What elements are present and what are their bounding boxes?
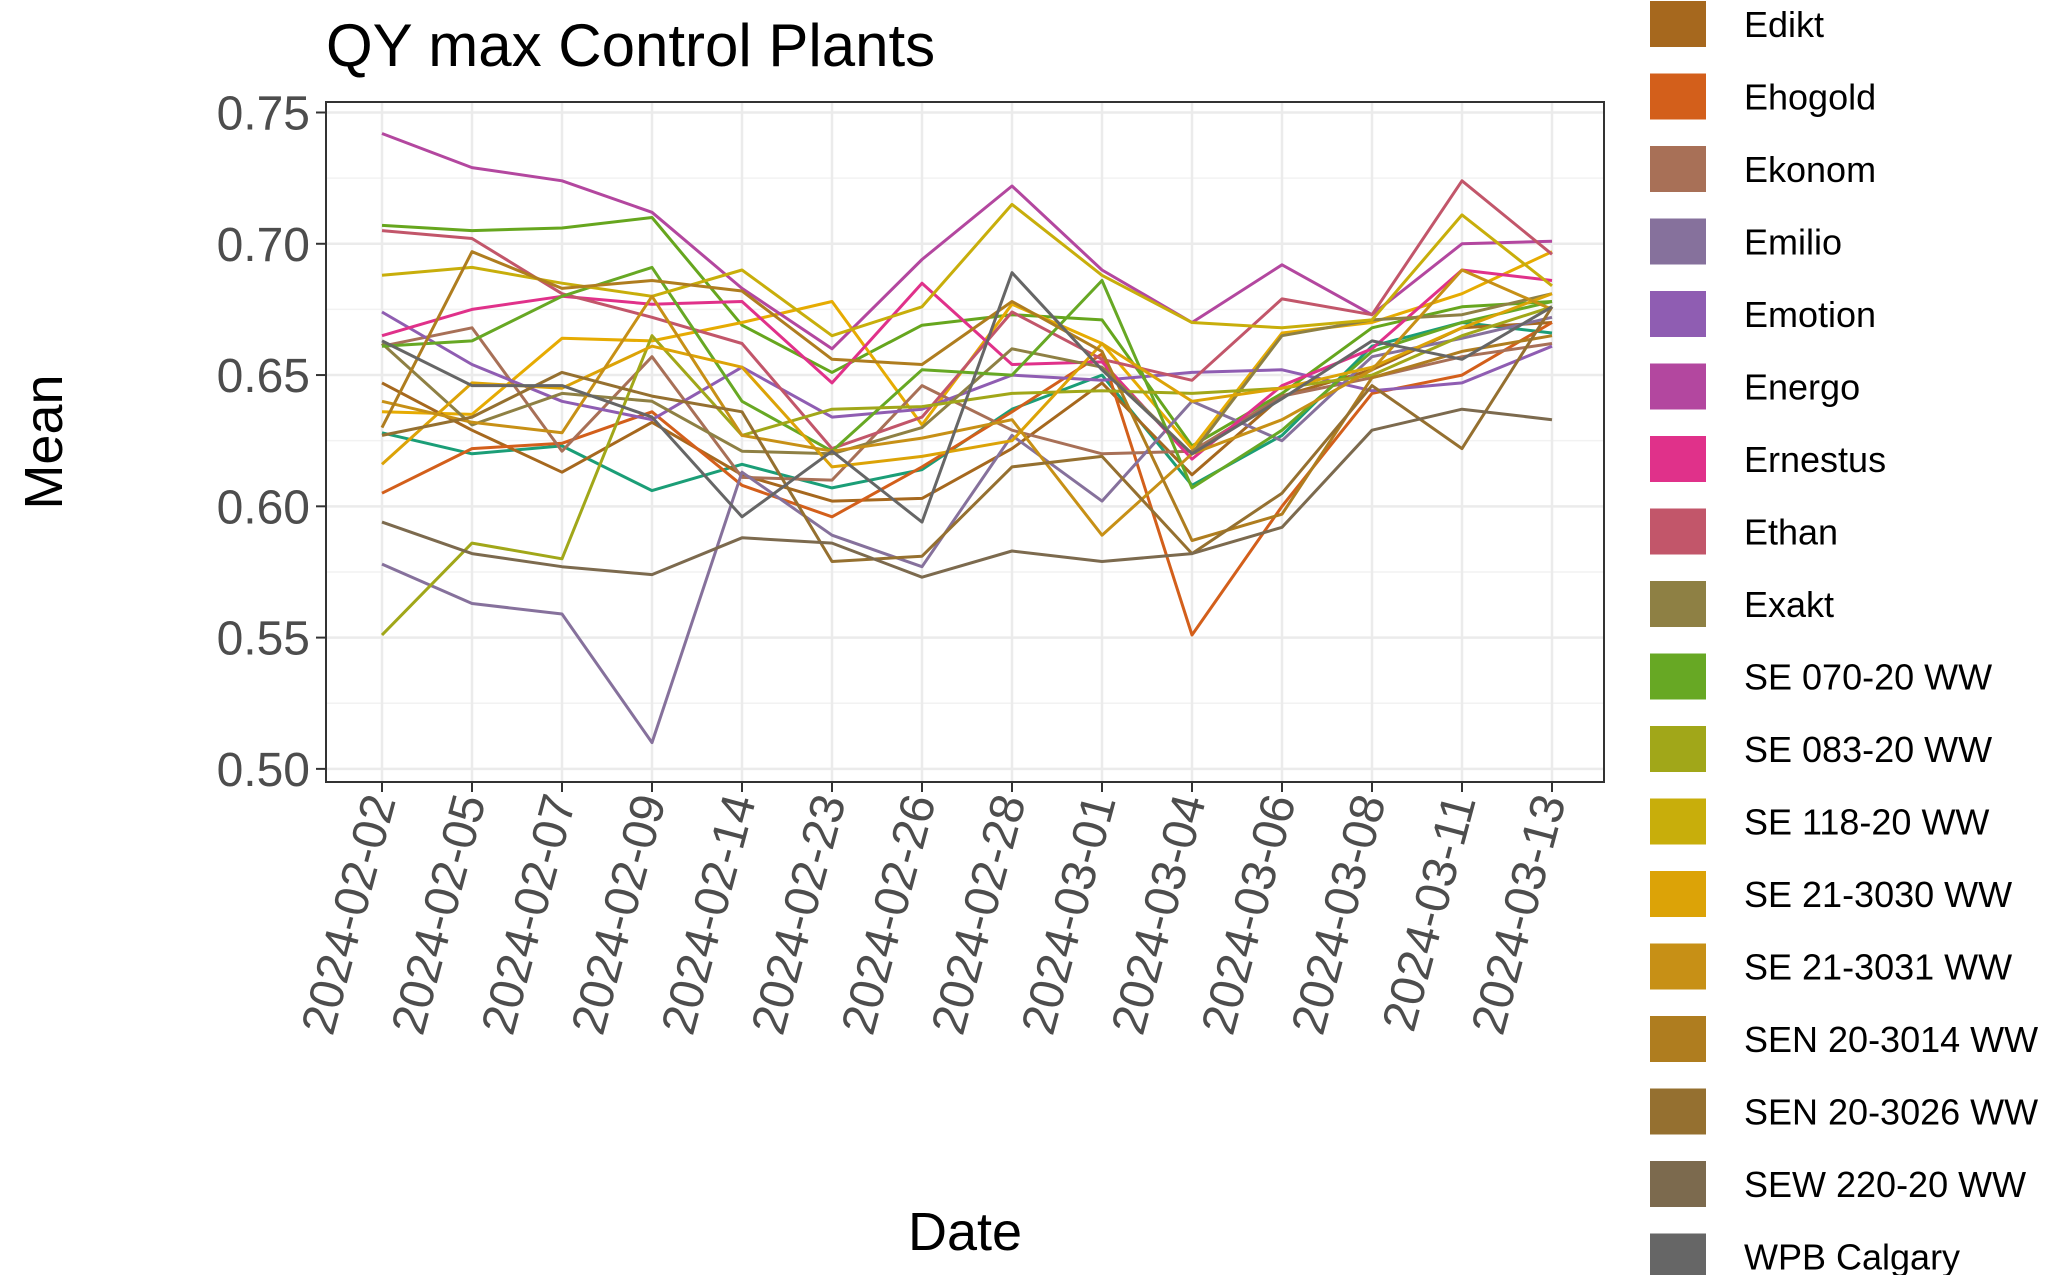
legend-label: Ernestus	[1744, 439, 1886, 480]
series-line	[381, 132, 1553, 351]
legend-key	[1650, 291, 1706, 337]
legend-label: Energo	[1744, 367, 1860, 408]
legend-label: Ehogold	[1744, 77, 1876, 118]
legend-key	[1650, 508, 1706, 555]
legend-label: SE 118-20 WW	[1744, 802, 1989, 843]
legend-key	[1650, 581, 1706, 627]
legend-key	[1650, 146, 1706, 192]
x-axis-title: Date	[908, 1202, 1022, 1262]
legend-key	[1650, 218, 1706, 265]
legend-key	[1650, 1, 1706, 47]
legend-label: Edikt	[1744, 4, 1824, 45]
legend-key	[1650, 653, 1706, 700]
series-line	[381, 265, 1553, 490]
x-axis: 2024-02-022024-02-052024-02-072024-02-09…	[292, 782, 1577, 1040]
y-tick-label: 0.65	[217, 350, 310, 403]
unlabeled-series-line	[381, 216, 1553, 448]
series-line	[381, 268, 1553, 537]
legend-key	[1650, 436, 1706, 482]
series-line	[380, 292, 1553, 469]
legend-label: WPB Calgary	[1744, 1237, 1960, 1275]
series-line	[381, 321, 1553, 503]
panel-border	[325, 101, 1605, 783]
y-tick-label: 0.50	[217, 744, 310, 797]
y-axis: 0.50 0.55 0.60 0.65 0.70 0.75	[217, 88, 326, 797]
legend-key	[1650, 1233, 1706, 1275]
legend-key	[1650, 726, 1706, 772]
legend-key	[1650, 798, 1706, 845]
y-tick-label: 0.55	[217, 613, 310, 666]
legend-label: SE 070-20 WW	[1744, 657, 1992, 698]
legend-label: Ethan	[1744, 512, 1838, 553]
legend-label: SE 21-3030 WW	[1744, 874, 2012, 915]
legend-label: SEN 20-3026 WW	[1744, 1092, 2038, 1133]
legend-label: Ekonom	[1744, 149, 1876, 190]
y-tick-label: 0.75	[217, 88, 310, 141]
legend-label: SE 083-20 WW	[1744, 729, 1992, 770]
legend-key	[1650, 1016, 1706, 1062]
series-line	[381, 321, 1553, 637]
legend-label: SEN 20-3014 WW	[1744, 1019, 2038, 1060]
series-line	[381, 305, 1554, 563]
legend-label: SE 21-3031 WW	[1744, 947, 2012, 988]
series-line	[381, 407, 1553, 579]
legend-key	[1650, 1161, 1706, 1207]
y-tick-label: 0.60	[217, 481, 310, 534]
series-line	[381, 271, 1553, 524]
chart-title: QY max Control Plants	[326, 12, 935, 79]
legend-label: Emilio	[1744, 222, 1842, 263]
legend-label: Exakt	[1744, 584, 1834, 625]
legend-key	[1650, 943, 1706, 990]
legend-label: SEW 220-20 WW	[1744, 1164, 2026, 1205]
series-line	[380, 250, 1553, 542]
series-lines	[380, 132, 1554, 745]
series-line	[381, 310, 1553, 422]
y-tick-label: 0.70	[217, 219, 310, 272]
y-axis-title: Mean	[14, 374, 74, 509]
series-line	[381, 179, 1553, 451]
legend-key	[1650, 1088, 1706, 1135]
legend: Edikt Ehogold Ekonom Emilio Emotion Energo Ern…	[1650, 1, 2038, 1275]
legend-key	[1650, 871, 1706, 917]
legend-label: Emotion	[1744, 294, 1876, 335]
series-line	[381, 202, 1553, 338]
legend-key	[1650, 73, 1706, 120]
legend-key	[1650, 363, 1706, 410]
series-line	[381, 326, 1553, 482]
